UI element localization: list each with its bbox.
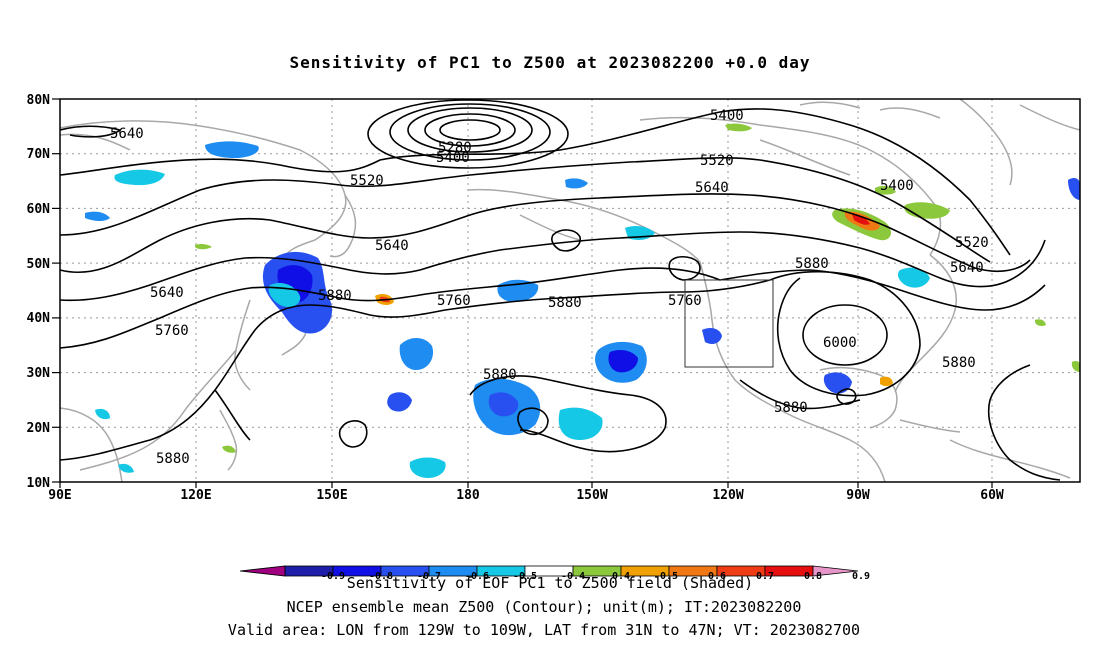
- colorbar-tick-label: -0.8: [369, 571, 393, 582]
- colorbar-tick-label: 0.7: [756, 571, 774, 582]
- footer-line-1: Sensitivity of EOF PC1 to Z500 field (Sh…: [347, 574, 753, 592]
- contour-label: 5880: [483, 367, 517, 383]
- colorbar-tick-label: -0.9: [321, 571, 345, 582]
- contour-label: 5880: [774, 400, 808, 416]
- contour-label: 5280: [438, 140, 472, 156]
- contour-label: 5880: [548, 295, 582, 311]
- z500-contours: [59, 99, 1061, 481]
- contour-label: 5640: [950, 260, 984, 276]
- contour-label: 6000: [823, 335, 857, 351]
- valid-area-box: [684, 279, 774, 368]
- contour-label: 5760: [155, 323, 189, 339]
- contour-label: 5520: [700, 153, 734, 169]
- contour-label: 5520: [955, 235, 989, 251]
- contour-labels: 5640 5280 5400 5400 5520 5520 5640 5400 …: [110, 108, 989, 467]
- contour-label: 5640: [695, 180, 729, 196]
- latitude-labels: 80N 70N 60N 50N 40N 30N 20N 10N: [27, 93, 51, 491]
- lon-label: 120W: [712, 488, 743, 503]
- contour-label: 5640: [375, 238, 409, 254]
- lon-label: 120E: [180, 488, 211, 503]
- lon-label: 90E: [48, 488, 71, 503]
- colorbar: -0.9 -0.8 -0.7 -0.6 -0.5 -0.4 0.4 0.5 0.6 0.7 0.8 0…: [239, 565, 870, 582]
- coastlines: [59, 98, 1081, 483]
- lat-label: 60N: [27, 202, 51, 217]
- map-panel: 5640 5280 5400 5400 5520 5520 5640 5400 …: [52, 98, 1081, 488]
- lat-label: 10N: [27, 476, 51, 491]
- contour-label: 5640: [110, 126, 144, 142]
- lon-label: 90W: [846, 488, 870, 503]
- colorbar-tick-label: 0.4: [612, 571, 630, 582]
- contour-label: 5520: [350, 173, 384, 189]
- lon-label: 60W: [980, 488, 1004, 503]
- colorbar-tick-label: 0.6: [708, 571, 726, 582]
- colorbar-tick-label: 0.8: [804, 571, 822, 582]
- colorbar-tick-label: -0.4: [561, 571, 585, 582]
- contour-label: 5880: [942, 355, 976, 371]
- sensitivity-shading: [85, 123, 1080, 478]
- lat-label: 20N: [27, 421, 51, 436]
- contour-label: 5880: [156, 451, 190, 467]
- colorbar-tick-label: 0.5: [660, 571, 678, 582]
- contour-label: 5400: [436, 150, 470, 166]
- colorbar-swatch: [812, 565, 859, 577]
- lon-label: 150W: [576, 488, 607, 503]
- contour-label: 5400: [710, 108, 744, 124]
- lat-label: 70N: [27, 147, 51, 162]
- longitude-labels: 90E 120E 150E 180 150W 120W 90W 60W: [48, 488, 1004, 503]
- contour-label: 5640: [150, 285, 184, 301]
- lat-label: 30N: [27, 366, 51, 381]
- lat-label: 40N: [27, 311, 51, 326]
- footer-line-2: NCEP ensemble mean Z500 (Contour); unit(…: [287, 598, 802, 616]
- contour-label: 5760: [668, 293, 702, 309]
- footer-line-3: Valid area: LON from 129W to 109W, LAT f…: [228, 621, 860, 639]
- lat-label: 50N: [27, 257, 51, 272]
- contour-label: 5880: [795, 256, 829, 272]
- lon-label: 150E: [316, 488, 347, 503]
- contour-label: 5760: [437, 293, 471, 309]
- lat-label: 80N: [27, 93, 51, 108]
- colorbar-tick-label: -0.6: [465, 571, 489, 582]
- colorbar-swatch: [239, 565, 286, 577]
- contour-label: 5400: [880, 178, 914, 194]
- contour-label: 5880: [318, 288, 352, 304]
- lon-label: 180: [456, 488, 480, 503]
- map-title: Sensitivity of PC1 to Z500 at 2023082200…: [289, 53, 810, 72]
- colorbar-tick-label: -0.7: [417, 571, 441, 582]
- colorbar-tick-label: 0.9: [852, 571, 870, 582]
- colorbar-tick-label: -0.5: [513, 571, 537, 582]
